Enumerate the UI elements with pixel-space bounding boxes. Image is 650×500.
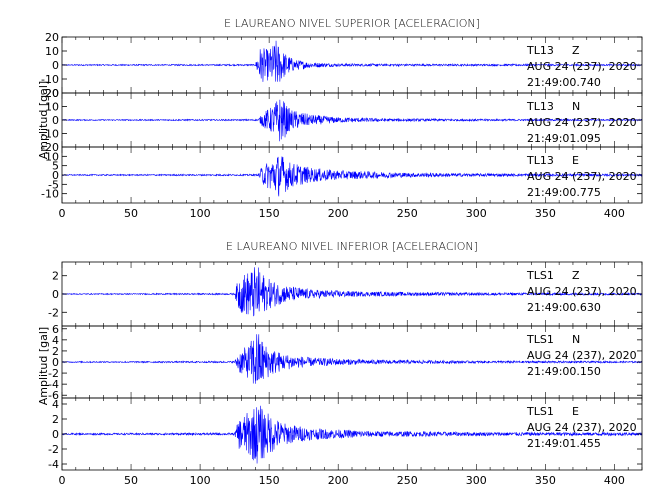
- trace-date-label: AUG 24 (237), 2020: [527, 285, 637, 298]
- trace-component-label: Z: [572, 44, 580, 57]
- y-tick-label: 10: [45, 101, 59, 114]
- y-tick-label: 6: [52, 323, 59, 336]
- y-tick-label: 5: [52, 160, 59, 173]
- trace-component-label: E: [572, 405, 579, 418]
- y-tick-label: -10: [41, 128, 59, 141]
- y-tick-label: 2: [52, 270, 59, 283]
- y-tick-label: 10: [45, 45, 59, 58]
- y-tick-label: -4: [48, 458, 59, 471]
- x-tick-label: 150: [259, 474, 280, 487]
- y-tick-label: 4: [52, 398, 59, 411]
- y-tick-label: -2: [48, 443, 59, 456]
- trace-time-label: 21:49:00.630: [527, 301, 601, 314]
- x-tick-label: 300: [466, 474, 487, 487]
- x-tick-label: 200: [328, 474, 349, 487]
- x-tick-label: 400: [604, 207, 625, 220]
- y-tick-label: -10: [41, 188, 59, 201]
- y-tick-label: -20: [41, 87, 59, 100]
- y-tick-label: 4: [52, 334, 59, 347]
- y-tick-label: -2: [48, 367, 59, 380]
- trace-date-label: AUG 24 (237), 2020: [527, 349, 637, 362]
- trace-time-label: 21:49:01.455: [527, 437, 601, 450]
- y-tick-label: 20: [45, 31, 59, 44]
- y-tick-label: 0: [52, 114, 59, 127]
- trace-time-label: 21:49:00.775: [527, 186, 601, 199]
- y-tick-label: 0: [52, 169, 59, 182]
- y-axis-label: Amplitud [gal]: [37, 81, 50, 159]
- trace-station-label: TLS1: [526, 333, 554, 346]
- waveform-trace-tl13-n: [61, 99, 643, 142]
- trace-component-label: Z: [572, 269, 580, 282]
- trace-component-label: N: [572, 100, 580, 113]
- x-tick-label: 400: [604, 474, 625, 487]
- y-tick-label: -10: [41, 73, 59, 86]
- waveform-trace-tls1-e: [61, 405, 643, 464]
- y-tick-label: -5: [48, 178, 59, 191]
- trace-station-label: TLS1: [526, 405, 554, 418]
- waveform-trace-tls1-n: [61, 334, 643, 384]
- y-tick-label: 2: [52, 345, 59, 358]
- y-tick-label: 20: [45, 87, 59, 100]
- trace-component-label: N: [572, 333, 580, 346]
- x-tick-label: 100: [190, 207, 211, 220]
- trace-time-label: 21:49:00.740: [527, 76, 601, 89]
- y-tick-label: -6: [48, 389, 59, 402]
- trace-station-label: TL13: [526, 44, 554, 57]
- y-tick-label: 10: [45, 150, 59, 163]
- trace-station-label: TL13: [526, 100, 554, 113]
- y-tick-label: -4: [48, 378, 59, 391]
- x-tick-label: 0: [59, 207, 66, 220]
- x-tick-label: 200: [328, 207, 349, 220]
- trace-date-label: AUG 24 (237), 2020: [527, 170, 637, 183]
- x-tick-label: 150: [259, 207, 280, 220]
- x-tick-label: 350: [535, 474, 556, 487]
- y-tick-label: 2: [52, 413, 59, 426]
- trace-date-label: AUG 24 (237), 2020: [527, 60, 637, 73]
- waveform-trace-tl13-z: [61, 40, 643, 82]
- y-tick-label: 0: [52, 428, 59, 441]
- x-tick-label: 50: [124, 207, 138, 220]
- chart-title: E LAUREANO NIVEL SUPERIOR [ACELERACION]: [224, 17, 480, 30]
- trace-time-label: 21:49:00.150: [527, 365, 601, 378]
- x-tick-label: 250: [397, 474, 418, 487]
- trace-component-label: E: [572, 154, 579, 167]
- chart-title: E LAUREANO NIVEL INFERIOR [ACELERACION]: [226, 240, 478, 253]
- waveform-trace-tls1-z: [61, 267, 643, 317]
- waveform-trace-tl13-e: [61, 156, 643, 197]
- trace-time-label: 21:49:01.095: [527, 132, 601, 145]
- y-tick-label: 0: [52, 59, 59, 72]
- y-tick-label: 0: [52, 356, 59, 369]
- trace-date-label: AUG 24 (237), 2020: [527, 421, 637, 434]
- x-tick-label: 250: [397, 207, 418, 220]
- y-tick-label: 0: [52, 288, 59, 301]
- x-tick-label: 100: [190, 474, 211, 487]
- y-axis-label: Amplitud [gal]: [37, 327, 50, 405]
- trace-station-label: TL13: [526, 154, 554, 167]
- x-tick-label: 0: [59, 474, 66, 487]
- x-tick-label: 50: [124, 474, 138, 487]
- trace-date-label: AUG 24 (237), 2020: [527, 116, 637, 129]
- x-tick-label: 350: [535, 207, 556, 220]
- trace-station-label: TLS1: [526, 269, 554, 282]
- y-tick-label: -2: [48, 306, 59, 319]
- x-tick-label: 300: [466, 207, 487, 220]
- y-tick-label: -20: [41, 141, 59, 154]
